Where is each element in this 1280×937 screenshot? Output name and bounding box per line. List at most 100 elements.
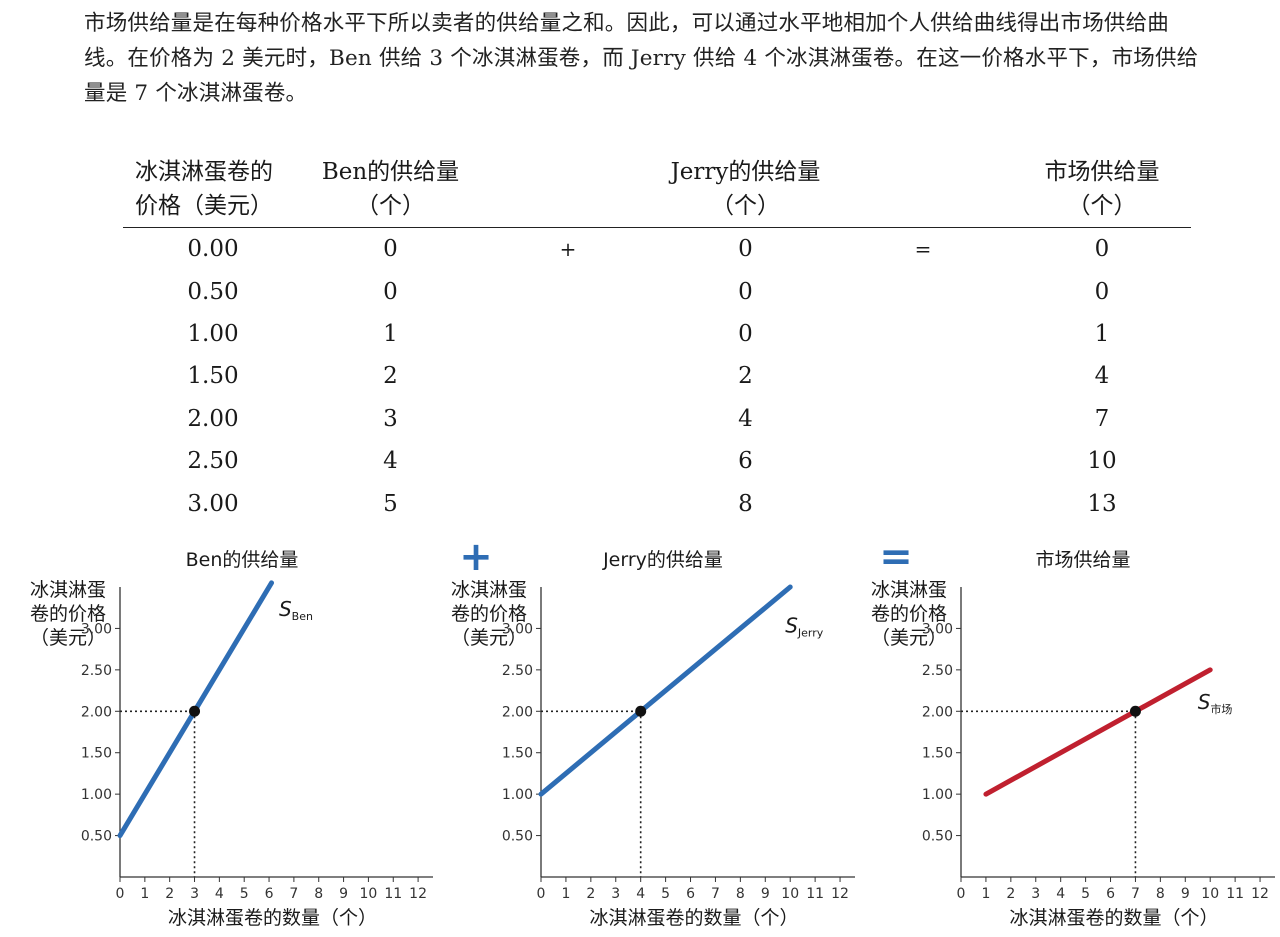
jerry-quantity-cell: 2 <box>738 363 753 390</box>
x-tick-label: 12 <box>831 886 849 902</box>
market-quantity-cell: 4 <box>1094 363 1110 390</box>
chart-title: Ben的供给量 <box>186 549 299 571</box>
supply-curve <box>983 667 1213 797</box>
chart-title: 市场供给量 <box>1035 549 1130 571</box>
market-quantity-cell: 7 <box>1094 405 1110 432</box>
x-tick-label: 1 <box>140 886 149 902</box>
curve-label: S市场 <box>1198 690 1233 716</box>
plus-cell <box>478 313 658 355</box>
table-row: 3.00 5 8 13 <box>123 482 1191 524</box>
x-tick-label: 0 <box>116 886 125 902</box>
table-row: 2.50 4 6 10 <box>123 440 1191 482</box>
price-cell: 1.50 <box>187 363 239 390</box>
y-axis-label: （美元） <box>451 627 527 649</box>
header-spacer-2 <box>833 155 1013 228</box>
price-cell: 1.00 <box>187 320 239 347</box>
y-tick-label: 2.00 <box>81 704 112 720</box>
x-tick-label: 1 <box>561 886 570 902</box>
y-axis-label: 冰淇淋蛋 <box>451 579 527 601</box>
equilibrium-point <box>635 705 647 717</box>
supply-table: 冰淇淋蛋卷的 价格（美元） Ben的供给量 （个） Jerry的供给量 （个） … <box>123 155 1191 525</box>
market-quantity-cell: 1 <box>1094 320 1110 347</box>
market-quantity-cell: 0 <box>1094 278 1110 305</box>
ben-header: Ben的供给量 （个） <box>303 155 478 228</box>
x-tick-label: 5 <box>240 886 249 902</box>
table-row: 0.00 0 +0 = 0 <box>123 228 1191 271</box>
x-tick-label: 6 <box>265 886 274 902</box>
x-tick-label: 12 <box>1251 886 1269 902</box>
y-tick-label: 1.50 <box>502 746 533 762</box>
y-axis-label: 卷的价格 <box>871 603 947 625</box>
jerry-quantity-cell: 8 <box>738 490 753 517</box>
y-tick-label: 1.00 <box>502 787 533 803</box>
ben-header-line1: Ben的供给量 <box>321 159 460 185</box>
x-tick-label: 0 <box>537 886 546 902</box>
market-quantity-cell: 10 <box>1087 448 1117 475</box>
plus-cell <box>478 270 658 312</box>
x-tick-label: 10 <box>359 886 377 902</box>
x-tick-label: 11 <box>806 886 824 902</box>
y-tick-label: 2.00 <box>922 704 953 720</box>
jerry-header-line1: Jerry的供给量 <box>670 159 821 185</box>
equals-cell <box>833 440 1013 482</box>
plus-operator: + <box>459 534 493 580</box>
supply-curve <box>538 584 793 797</box>
y-tick-label: 0.50 <box>81 829 112 845</box>
x-tick-label: 2 <box>1006 886 1015 902</box>
price-cell: 0.50 <box>187 278 239 305</box>
x-tick-label: 3 <box>1031 886 1040 902</box>
x-tick-label: 8 <box>1156 886 1165 902</box>
x-tick-label: 2 <box>586 886 595 902</box>
plus-cell <box>478 440 658 482</box>
price-cell: 3.00 <box>187 490 239 517</box>
market-quantity-cell: 0 <box>1094 236 1110 263</box>
ben-quantity-cell: 3 <box>383 405 398 432</box>
y-tick-label: 1.00 <box>922 787 953 803</box>
header-spacer-1 <box>478 155 658 228</box>
ben-quantity-cell: 1 <box>383 320 398 347</box>
y-tick-label: 3.00 <box>81 621 112 637</box>
x-tick-label: 8 <box>736 886 745 902</box>
market-header: 市场供给量 （个） <box>1013 155 1191 228</box>
table-header-row: 冰淇淋蛋卷的 价格（美元） Ben的供给量 （个） Jerry的供给量 （个） … <box>123 155 1191 228</box>
x-tick-label: 11 <box>1226 886 1244 902</box>
y-tick-label: 1.50 <box>81 746 112 762</box>
plus-cell <box>478 482 658 524</box>
jerry-quantity-cell: 6 <box>738 448 753 475</box>
x-tick-label: 4 <box>1056 886 1065 902</box>
y-tick-label: 2.50 <box>81 663 112 679</box>
x-tick-label: 4 <box>636 886 645 902</box>
equilibrium-point <box>1129 705 1141 717</box>
x-tick-label: 2 <box>165 886 174 902</box>
y-tick-label: 3.00 <box>922 621 953 637</box>
x-tick-label: 10 <box>781 886 799 902</box>
market-quantity-cell: 13 <box>1087 490 1117 517</box>
ben-quantity-cell: 0 <box>383 278 398 305</box>
x-tick-label: 9 <box>761 886 770 902</box>
x-tick-label: 5 <box>661 886 670 902</box>
x-tick-label: 1 <box>981 886 990 902</box>
y-tick-label: 1.00 <box>81 787 112 803</box>
plus-cell: + <box>559 237 577 262</box>
y-tick-label: 3.00 <box>502 621 533 637</box>
x-axis-label: 冰淇淋蛋卷的数量（个） <box>168 907 377 929</box>
curve-label: SBen <box>279 597 313 623</box>
x-tick-label: 8 <box>314 886 323 902</box>
equals-cell <box>833 482 1013 524</box>
curve-label-subscript: Jerry <box>797 627 824 640</box>
x-tick-label: 7 <box>289 886 298 902</box>
x-tick-label: 0 <box>957 886 966 902</box>
equals-operator: = <box>879 534 913 580</box>
price-cell: 0.00 <box>187 236 239 263</box>
price-header-line1: 冰淇淋蛋卷的 <box>135 159 273 185</box>
x-tick-label: 9 <box>339 886 348 902</box>
x-tick-label: 12 <box>409 886 427 902</box>
price-cell: 2.00 <box>187 405 239 432</box>
y-axis-label: （美元） <box>871 627 947 649</box>
y-tick-label: 2.50 <box>922 663 953 679</box>
table-row: 0.50 0 0 0 <box>123 270 1191 312</box>
ben-quantity-cell: 4 <box>383 448 398 475</box>
jerry-header: Jerry的供给量 （个） <box>658 155 833 228</box>
